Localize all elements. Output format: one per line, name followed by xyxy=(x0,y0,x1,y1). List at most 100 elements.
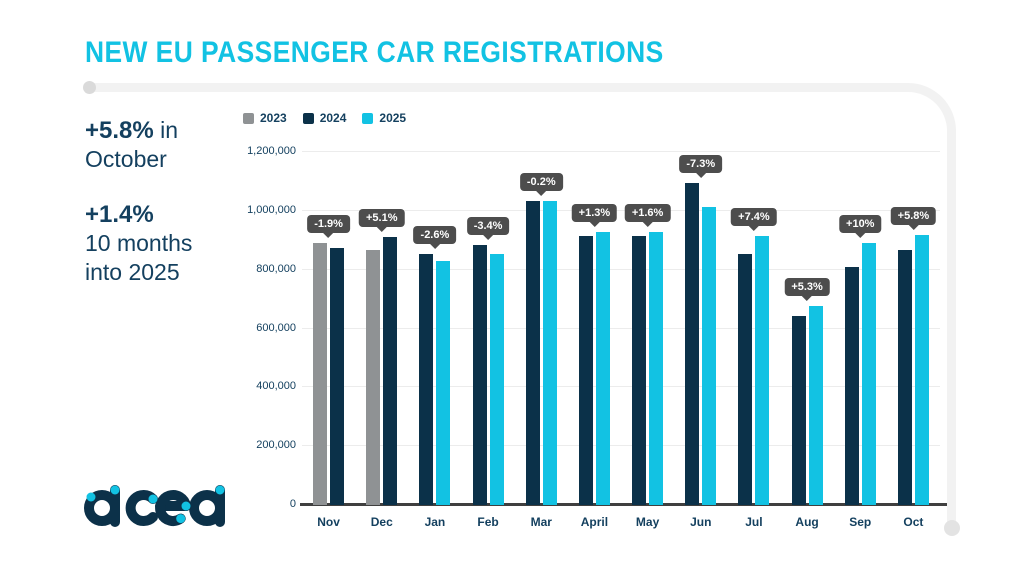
bar-2024-Feb xyxy=(472,244,487,505)
x-tick-label-Sep: Sep xyxy=(849,515,872,529)
x-tick-label-Jan: Jan xyxy=(424,515,446,529)
pct-tooltip-Sep: +10% xyxy=(839,214,882,233)
pct-tooltip-Jun: -7.3% xyxy=(679,155,723,174)
x-tick-label-Oct: Oct xyxy=(903,515,924,529)
stat-october: +5.8% in October xyxy=(85,116,192,174)
gridline-800,000 xyxy=(302,268,940,270)
pct-tooltip-Mar: -0.2% xyxy=(519,172,563,191)
x-tick-label-Feb: Feb xyxy=(477,515,499,529)
stat-october-suffix: in xyxy=(153,117,179,143)
headline-stats: +5.8% in October +1.4% 10 months into 20… xyxy=(85,116,192,287)
bars-Oct xyxy=(897,152,929,505)
bar-group-Dec: +5.1% Dec xyxy=(355,152,408,529)
bars-Jun xyxy=(685,152,717,505)
bar-group-Oct: +5.8% Oct xyxy=(887,152,940,529)
y-tick-label-800,000: 800,000 xyxy=(256,262,296,275)
bar-2025-April xyxy=(595,232,610,505)
bar-group-April: +1.3% April xyxy=(568,152,621,529)
legend-item-2024: 2024 xyxy=(302,111,347,125)
bar-2024-Mar xyxy=(525,200,540,505)
legend-label-2023: 2023 xyxy=(260,111,287,125)
bar-2025-Jan xyxy=(436,260,451,505)
x-tick-label-Jul: Jul xyxy=(745,515,763,529)
bar-group-Aug: +5.3% Aug xyxy=(781,152,834,529)
x-tick-label-Jun: Jun xyxy=(690,515,712,529)
bar-2023-Nov xyxy=(313,243,328,505)
acea-logo: acea xyxy=(84,485,225,527)
bar-2025-Oct xyxy=(914,235,929,505)
bars-April xyxy=(578,152,610,505)
y-tick-label-600,000: 600,000 xyxy=(256,321,296,334)
page-title: NEW EU PASSENGER CAR REGISTRATIONS xyxy=(85,36,664,69)
stat-october-value: +5.8% xyxy=(85,117,154,144)
pct-tooltip-April: +1.3% xyxy=(571,204,618,223)
bars-Nov xyxy=(313,152,345,505)
bar-2024-Jun xyxy=(685,183,700,505)
gridline-200,000 xyxy=(302,445,940,447)
bar-group-Jan: -2.6% Jan xyxy=(408,152,461,529)
bar-2024-Aug xyxy=(791,316,806,505)
legend-swatch-2025 xyxy=(362,112,374,124)
bar-2024-Oct xyxy=(897,249,912,505)
pct-tooltip-Feb: -3.4% xyxy=(466,216,510,235)
y-tick-label-200,000: 200,000 xyxy=(256,439,296,452)
bar-2024-Sep xyxy=(844,266,859,505)
gridline-400,000 xyxy=(302,386,940,388)
legend-label-2024: 2024 xyxy=(319,111,347,125)
x-tick-label-April: April xyxy=(580,515,609,529)
bar-2024-May xyxy=(632,236,647,505)
bar-2024-Jul xyxy=(738,254,753,505)
y-tick-label-1,200,000: 1,200,000 xyxy=(247,145,296,157)
bars-Feb xyxy=(472,152,504,505)
chart-legend: 2023 2024 2025 xyxy=(243,111,406,125)
pct-tooltip-May: +1.6% xyxy=(624,204,671,223)
bar-2024-Jan xyxy=(419,254,434,505)
bar-group-Feb: -3.4% Feb xyxy=(462,152,515,529)
y-tick-label-400,000: 400,000 xyxy=(256,380,296,393)
chart-plot: -1.9% Nov +5.1% Dec -2.6% Jan -3.4% Feb -0.2% Mar… xyxy=(300,151,947,529)
bar-2025-Sep xyxy=(861,242,876,505)
x-tick-label-Dec: Dec xyxy=(370,515,393,529)
bar-2024-April xyxy=(578,235,593,505)
stat-ytd-value: +1.4% xyxy=(85,201,154,228)
gridline-1,000,000 xyxy=(302,209,940,211)
decor-dot-end xyxy=(944,520,960,536)
bar-group-Jul: +7.4% Jul xyxy=(727,152,780,529)
bar-group-May: +1.6% May xyxy=(621,152,674,529)
legend-swatch-2023 xyxy=(243,112,254,124)
bars-May xyxy=(632,152,664,505)
stat-ytd: +1.4% 10 months into 2025 xyxy=(85,200,192,287)
bar-2025-Jul xyxy=(755,235,770,505)
pct-tooltip-Jan: -2.6% xyxy=(413,226,457,245)
pct-tooltip-Nov: -1.9% xyxy=(307,215,350,234)
bar-2023-Dec xyxy=(366,249,381,505)
bars-Dec xyxy=(366,152,398,505)
y-tick-label-0: 0 xyxy=(289,498,296,510)
stat-ytd-label-2: into 2025 xyxy=(85,259,180,285)
x-tick-label-Mar: Mar xyxy=(530,515,552,529)
bars-Sep xyxy=(844,152,876,505)
x-tick-label-May: May xyxy=(635,515,660,529)
bar-2025-Feb xyxy=(489,253,504,505)
bar-group-Mar: -0.2% Mar xyxy=(515,152,568,529)
legend-swatch-2024 xyxy=(302,112,314,124)
bar-2025-Mar xyxy=(542,201,557,505)
x-tick-label-Aug: Aug xyxy=(795,515,819,529)
stat-october-label: October xyxy=(85,146,167,172)
gridline-1,200,000 xyxy=(302,151,940,152)
legend-label-2025: 2025 xyxy=(379,111,407,125)
pct-tooltip-Dec: +5.1% xyxy=(359,209,405,228)
pct-tooltip-Aug: +5.3% xyxy=(784,278,830,297)
bar-group-Jun: -7.3% Jun xyxy=(674,152,727,529)
pct-tooltip-Jul: +7.4% xyxy=(731,207,777,226)
bar-2024-Nov xyxy=(330,248,345,505)
bars-Mar xyxy=(525,152,557,505)
decor-dot-start xyxy=(83,81,96,94)
bars-Jul xyxy=(738,152,770,505)
acea-logo-dots xyxy=(86,485,225,524)
bar-2024-Dec xyxy=(383,237,398,505)
bar-2025-Aug xyxy=(808,306,823,505)
stat-ytd-label-1: 10 months xyxy=(85,230,193,256)
bar-group-Nov: -1.9% Nov xyxy=(302,152,355,529)
